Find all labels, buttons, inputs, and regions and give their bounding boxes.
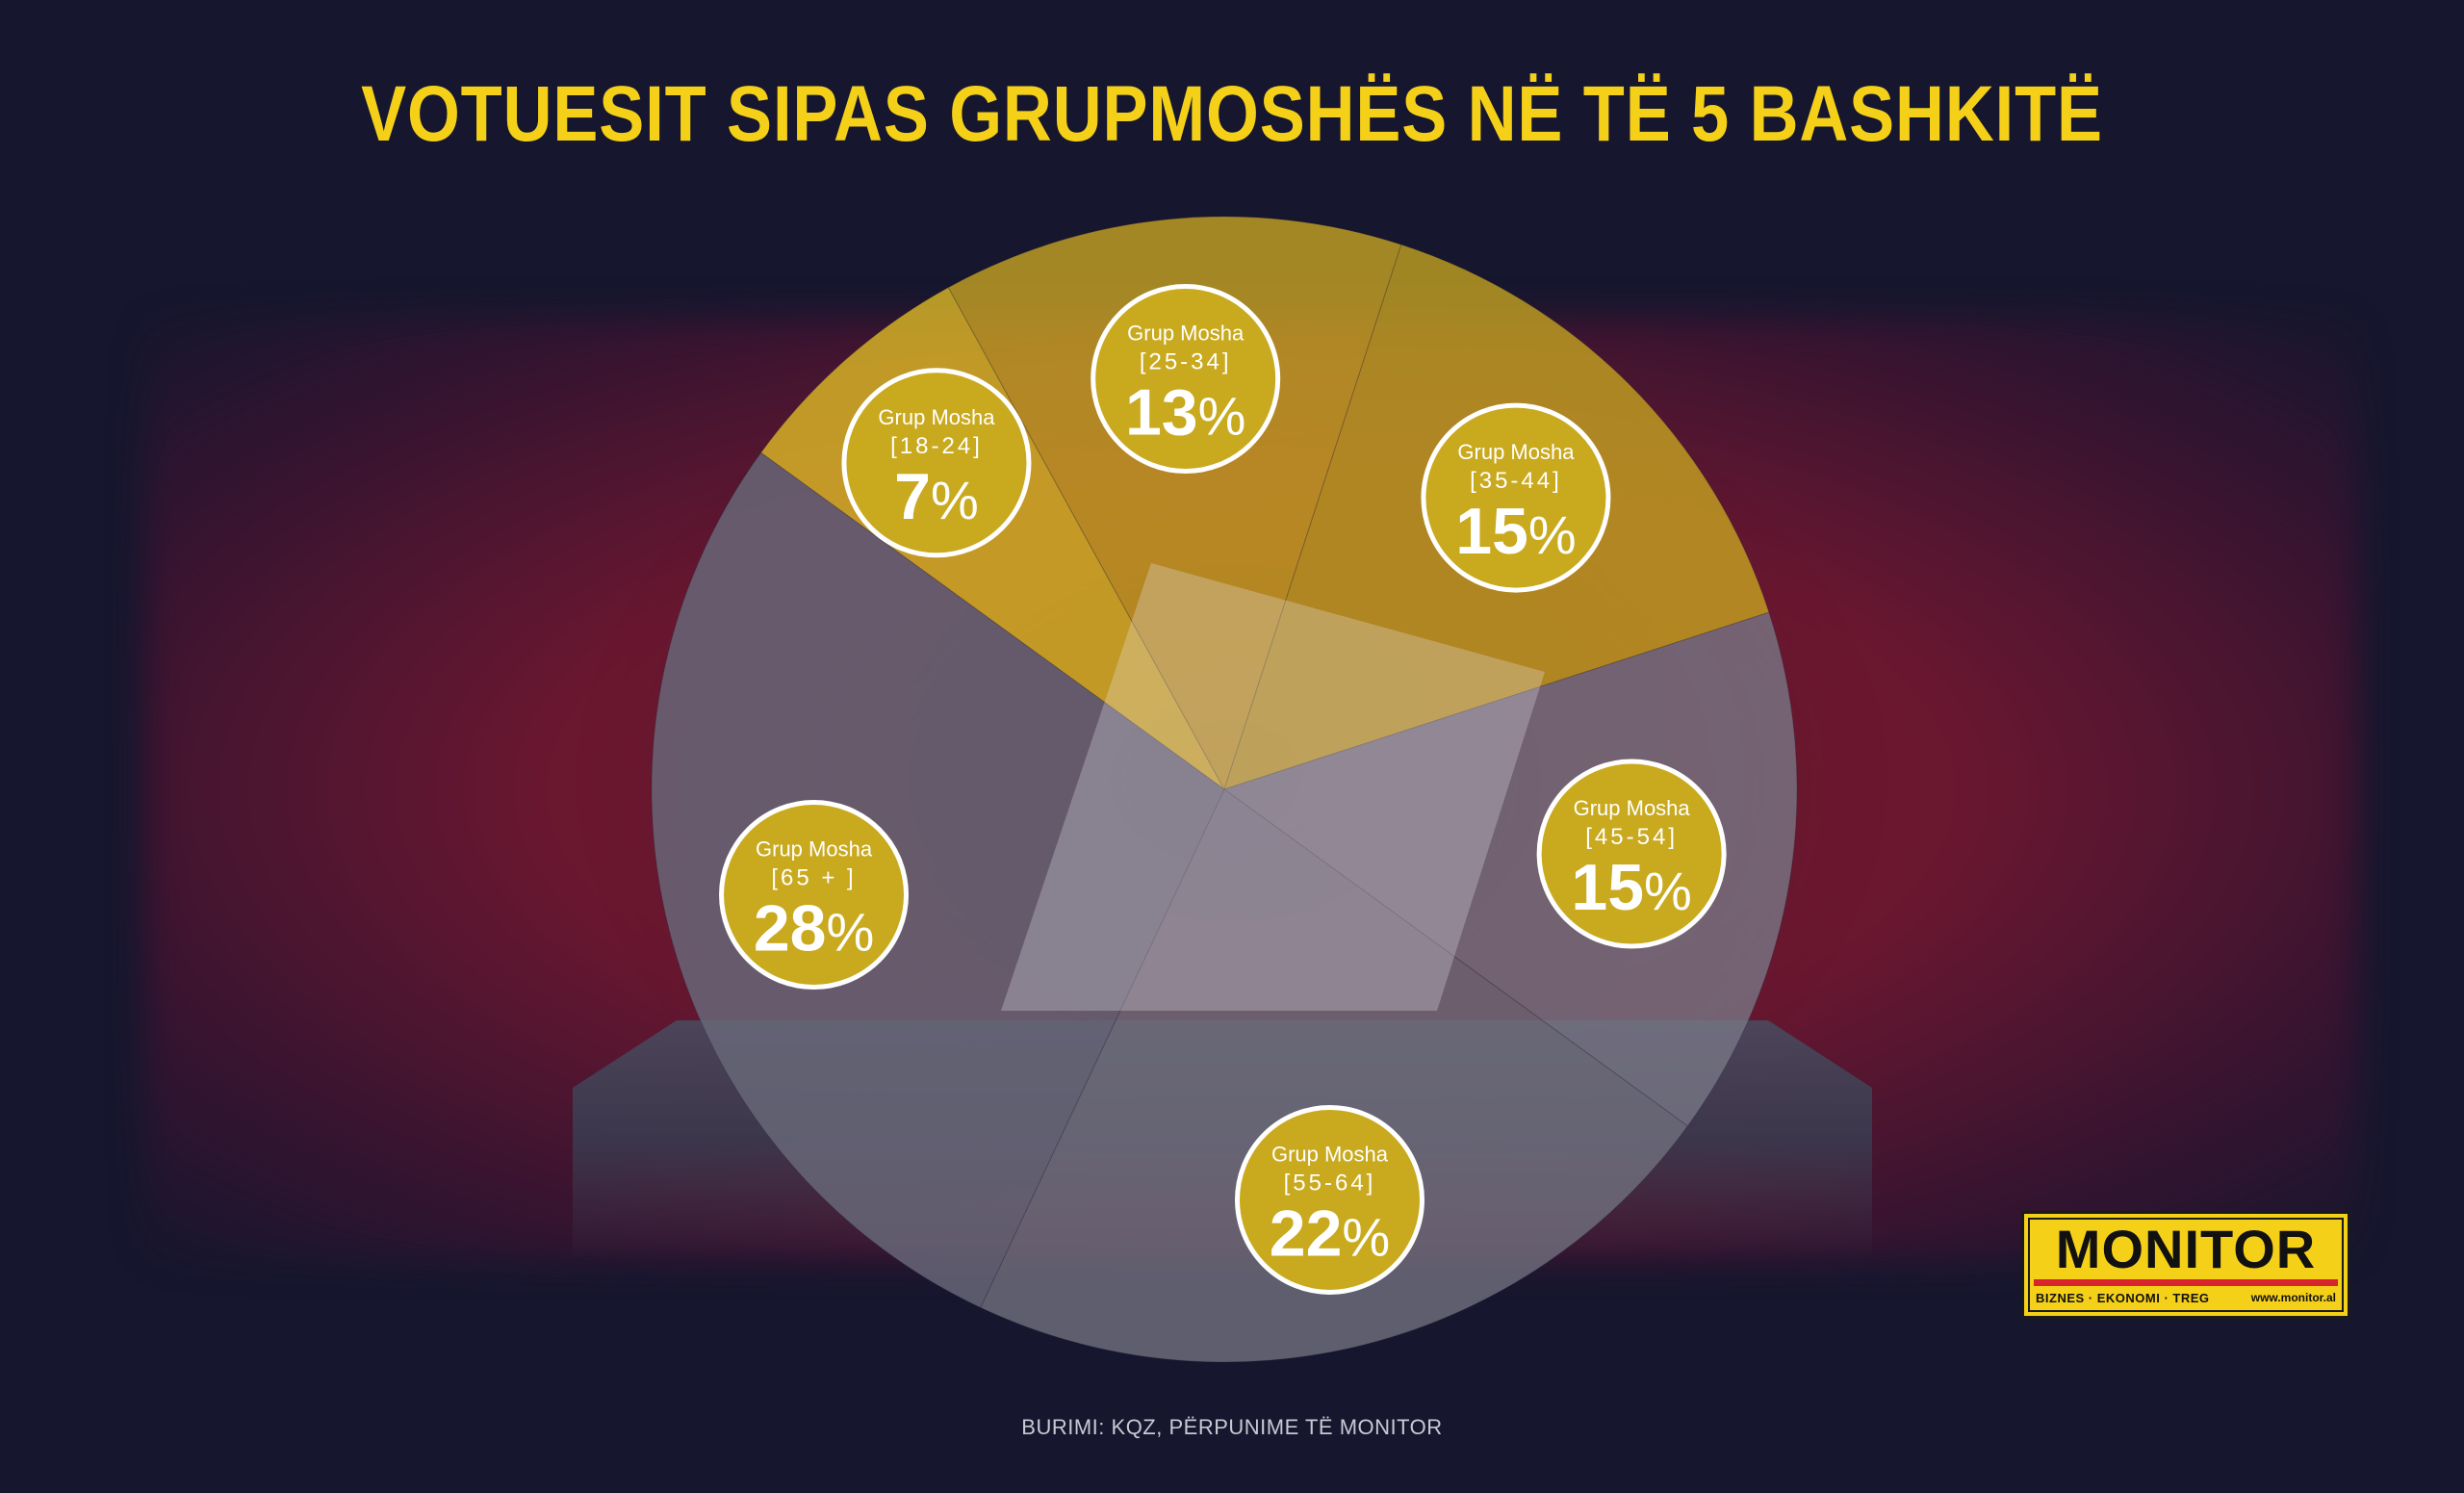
badge-value-number: 7 xyxy=(894,460,931,533)
badge-value: 15% xyxy=(1571,851,1691,924)
badge-group-label: Grup Mosha xyxy=(878,405,995,429)
logo-tagline: BIZNES · EKONOMI · TREG xyxy=(2036,1291,2210,1305)
badge-value-number: 13 xyxy=(1125,376,1198,450)
badge-value-unit: % xyxy=(931,470,979,530)
badge-value-unit: % xyxy=(826,901,874,962)
slice-label-badge: Grup Mosha [25-34]13% xyxy=(1091,284,1281,475)
pie-slice-2534 xyxy=(947,216,1402,791)
badge-group-label: Grup Mosha xyxy=(756,837,873,861)
badge-circle xyxy=(1536,759,1727,949)
badge-value: 15% xyxy=(1455,495,1576,568)
badge-age-range: [45-54] xyxy=(1585,824,1678,850)
badge-circle xyxy=(1234,1104,1424,1295)
badge-value-number: 22 xyxy=(1270,1197,1343,1270)
badge-value: 22% xyxy=(1270,1197,1390,1270)
source-note: BURIMI: KQZ, PËRPUNIME TË MONITOR xyxy=(1021,1415,1443,1439)
badge-group-label: Grup Mosha xyxy=(1457,440,1575,464)
slice-label-badge: Grup Mosha [35-44]15% xyxy=(1421,402,1611,593)
pie-labels: Grup Mosha[18-24]7%Grup Mosha[25-34]13%G… xyxy=(719,284,1727,1295)
logo-red-bar xyxy=(2034,1279,2338,1286)
badge-group-label: Grup Mosha xyxy=(1574,796,1691,820)
logo-frame xyxy=(2028,1218,2344,1312)
badge-age-range: [35-44] xyxy=(1470,468,1562,494)
badge-value-number: 15 xyxy=(1455,495,1528,568)
badge-age-range: [18-24] xyxy=(890,433,983,459)
badge-age-range: [55-64] xyxy=(1284,1170,1376,1196)
badge-age-range: [65 + ] xyxy=(771,864,856,890)
badge-circle xyxy=(841,368,1032,558)
pie-slice-4554 xyxy=(1222,611,1798,1127)
badge-value-unit: % xyxy=(1644,861,1692,921)
badge-group-label: Grup Mosha xyxy=(1127,322,1245,346)
slice-label-badge: Grup Mosha [18-24]7% xyxy=(841,368,1032,558)
slice-label-badge: Grup Mosha [55-64]22% xyxy=(1234,1104,1424,1295)
badge-value-unit: % xyxy=(1528,504,1577,565)
badge-circle xyxy=(1421,402,1611,593)
ballot-paper-illustration xyxy=(1001,563,1545,1011)
monitor-logo: MONITOR BIZNES · EKONOMI · TREG www.moni… xyxy=(2021,1211,2350,1319)
badge-value: 13% xyxy=(1125,376,1245,450)
slice-label-badge: Grup Mosha [65 + ]28% xyxy=(719,799,910,990)
badge-group-label: Grup Mosha xyxy=(1271,1142,1389,1166)
badge-circle xyxy=(719,799,910,990)
badge-value: 7% xyxy=(894,460,979,533)
badge-value-unit: % xyxy=(1342,1206,1390,1267)
badge-value-unit: % xyxy=(1198,386,1246,447)
logo-wordmark: MONITOR xyxy=(2055,1219,2317,1279)
slice-label-badge: Grup Mosha [45-54]15% xyxy=(1536,759,1727,949)
pie-slice-5564 xyxy=(979,788,1689,1363)
logo-url: www.monitor.al xyxy=(2250,1291,2336,1304)
badge-value-number: 15 xyxy=(1571,851,1644,924)
badge-circle xyxy=(1091,284,1281,475)
badge-age-range: [25-34] xyxy=(1140,349,1232,375)
pie-slice-65plus xyxy=(651,451,1225,1309)
chart-title: VOTUESIT SIPAS GRUPMOSHËS NË TË 5 BASHKI… xyxy=(361,70,2103,158)
badge-value-number: 28 xyxy=(754,891,827,965)
badge-value: 28% xyxy=(754,891,874,965)
